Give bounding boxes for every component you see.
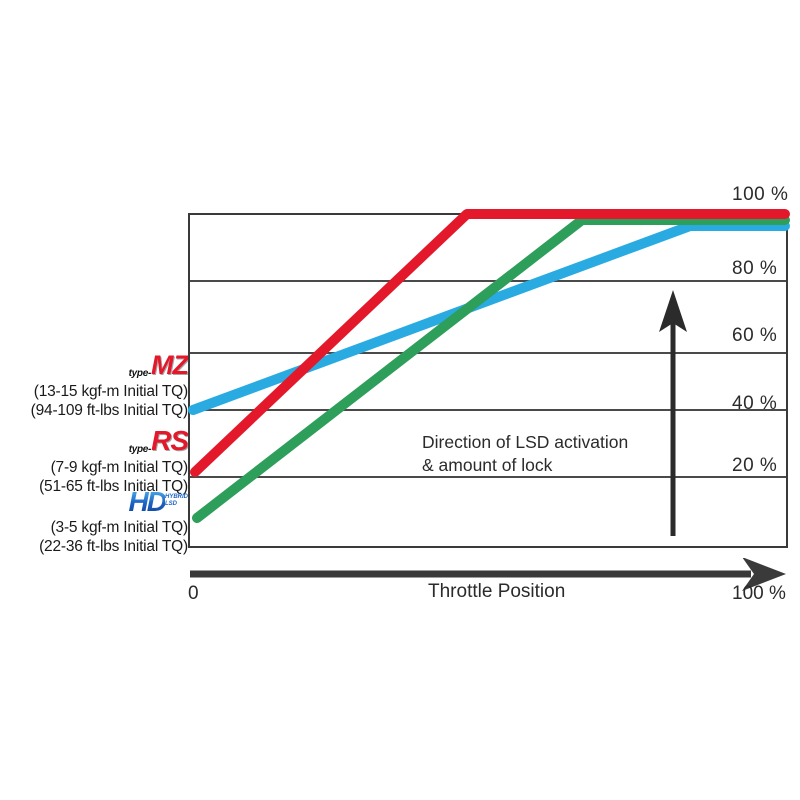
series-line-hd — [192, 215, 790, 523]
annotation-line1: Direction of LSD activation — [422, 432, 629, 452]
legend-item-mz: type-MZ (13-15 kgf-m Initial TQ) (94-109… — [30, 350, 189, 420]
legend-hd-line2: (22-36 ft-lbs Initial TQ) — [39, 538, 188, 555]
y-label-100: 100 % — [732, 184, 789, 205]
x-end-label: 100 % — [732, 583, 786, 604]
series-lines — [188, 209, 790, 523]
logo-name: RS — [151, 425, 189, 456]
legend-rs-line2: (51-65 ft-lbs Initial TQ) — [39, 478, 188, 495]
gridline-60 — [190, 352, 786, 354]
logo-hd-tail-bottom: LSD — [164, 501, 177, 507]
legend-rs-line1: (7-9 kgf-m Initial TQ) — [50, 459, 189, 476]
direction-arrow — [659, 290, 687, 536]
series-line-mz — [188, 221, 790, 415]
legend-mz-line2: (94-109 ft-lbs Initial TQ) — [30, 402, 189, 419]
legend-mz-line1: (13-15 kgf-m Initial TQ) — [33, 383, 188, 400]
y-label-20: 20 % — [732, 455, 778, 476]
annotation-line2: & amount of lock — [422, 455, 553, 475]
y-label-60: 60 % — [732, 325, 778, 346]
y-label-40: 40 % — [732, 393, 778, 414]
logo-name: MZ — [151, 350, 189, 380]
logo-type-rs: type-RS — [39, 425, 189, 456]
gridline-40 — [190, 409, 786, 411]
y-label-80: 80 % — [732, 258, 778, 279]
x-axis-arrow — [190, 558, 786, 591]
logo-prefix: type- — [128, 368, 152, 379]
logo-hd-tail-top: HYBRID — [164, 494, 188, 500]
legend-item-hd: HD HYBRID LSD (3-5 kgf-m Initial TQ) (22-3… — [39, 488, 188, 556]
logo-hd: HD HYBRID LSD — [129, 488, 188, 516]
logo-type-mz: type-MZ — [31, 350, 189, 380]
logo-prefix: type- — [128, 444, 152, 455]
gridline-80 — [190, 280, 786, 282]
logo-name: HD — [128, 486, 167, 517]
logo-hd-tail: HYBRID LSD — [165, 494, 188, 508]
legend-hd-line1: (3-5 kgf-m Initial TQ) — [50, 519, 189, 536]
series-line-rs — [190, 209, 790, 477]
annotation-text: Direction of LSD activation & amount of … — [422, 431, 628, 477]
legend-item-rs: type-RS (7-9 kgf-m Initial TQ) (51-65 ft… — [39, 425, 189, 496]
x-start-label: 0 — [188, 583, 199, 604]
gridline-20 — [190, 476, 786, 478]
x-axis-title: Throttle Position — [428, 581, 566, 602]
